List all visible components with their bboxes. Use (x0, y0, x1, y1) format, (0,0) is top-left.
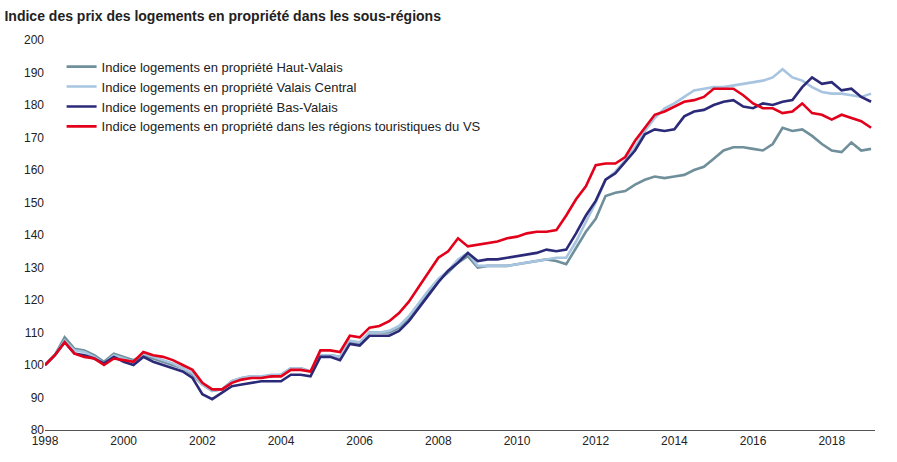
svg-text:2002: 2002 (189, 434, 216, 448)
svg-text:180: 180 (24, 98, 44, 112)
svg-text:190: 190 (24, 66, 44, 80)
svg-text:Indice logements en propriété: Indice logements en propriété dans les r… (102, 119, 481, 134)
svg-text:120: 120 (24, 293, 44, 307)
svg-text:150: 150 (24, 196, 44, 210)
svg-text:Indice logements en propriété: Indice logements en propriété Bas-Valais (102, 100, 339, 115)
svg-text:170: 170 (24, 131, 44, 145)
svg-text:1998: 1998 (32, 434, 59, 448)
svg-text:2012: 2012 (582, 434, 609, 448)
svg-text:80: 80 (31, 423, 45, 437)
svg-text:140: 140 (24, 228, 44, 242)
svg-text:2004: 2004 (268, 434, 295, 448)
svg-text:2016: 2016 (740, 434, 767, 448)
svg-text:90: 90 (31, 391, 45, 405)
svg-text:110: 110 (25, 326, 44, 340)
svg-text:Indice logements en propriété: Indice logements en propriété Haut-Valai… (102, 60, 344, 75)
svg-text:Indice des prix des logements: Indice des prix des logements en proprié… (4, 8, 441, 24)
svg-text:2008: 2008 (425, 434, 452, 448)
svg-text:2006: 2006 (346, 434, 373, 448)
svg-text:Indice logements en propriété: Indice logements en propriété Valais Cen… (102, 80, 357, 95)
svg-text:130: 130 (24, 261, 44, 275)
svg-text:2014: 2014 (661, 434, 688, 448)
svg-text:200: 200 (24, 33, 44, 47)
svg-text:160: 160 (24, 163, 44, 177)
svg-text:2018: 2018 (818, 434, 845, 448)
svg-text:100: 100 (24, 358, 44, 372)
svg-text:2010: 2010 (504, 434, 531, 448)
svg-text:2000: 2000 (110, 434, 137, 448)
